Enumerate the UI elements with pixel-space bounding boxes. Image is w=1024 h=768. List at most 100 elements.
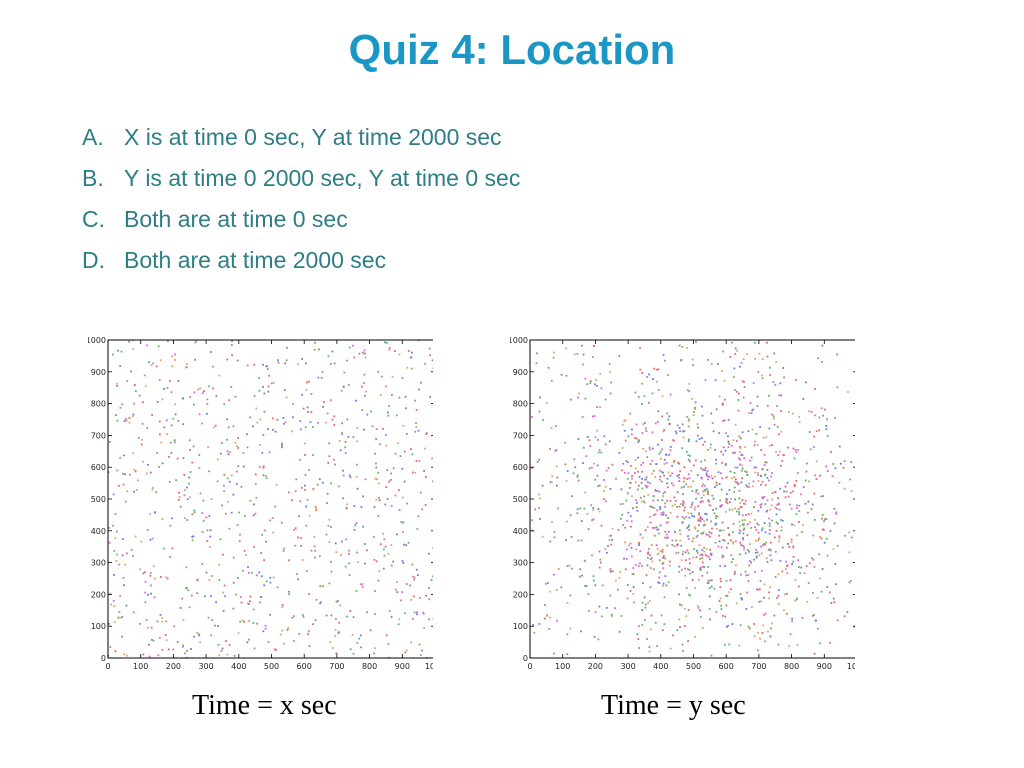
scatter-point	[832, 597, 835, 600]
option-text: X is at time 0 sec, Y at time 2000 sec	[124, 124, 502, 150]
scatter-point	[253, 364, 256, 366]
scatter-point	[629, 590, 632, 592]
scatter-point	[302, 615, 305, 618]
scatter-point	[757, 524, 760, 526]
scatter-point	[213, 426, 215, 429]
scatter-point	[544, 604, 546, 606]
scatter-point	[648, 401, 650, 404]
scatter-point	[181, 597, 184, 600]
scatter-point	[610, 534, 612, 537]
scatter-point	[118, 563, 121, 566]
scatter-point	[639, 550, 642, 553]
scatter-point	[423, 470, 425, 472]
scatter-point	[176, 641, 179, 643]
scatter-point	[591, 554, 593, 557]
scatter-point	[116, 382, 118, 385]
scatter-point	[659, 506, 661, 508]
scatter-point	[342, 474, 345, 477]
scatter-point	[171, 365, 174, 367]
scatter-point	[355, 399, 357, 402]
scatter-point	[416, 613, 418, 616]
scatter-point	[137, 479, 139, 482]
scatter-point	[818, 553, 821, 556]
scatter-point	[727, 625, 729, 627]
scatter-point	[306, 498, 309, 501]
scatter-point	[236, 524, 239, 526]
scatter-point	[691, 540, 694, 543]
scatter-point	[626, 477, 629, 480]
scatter-point	[821, 360, 823, 363]
scatter-point	[242, 452, 245, 455]
scatter-point	[720, 604, 722, 607]
scatter-plot-left: 0100200300400500600700800900100001002003…	[88, 332, 433, 672]
scatter-point	[361, 409, 364, 411]
scatter-point	[610, 613, 613, 616]
scatter-point	[825, 537, 828, 540]
scatter-point	[239, 620, 242, 623]
scatter-point	[681, 447, 684, 450]
scatter-point	[769, 549, 772, 552]
scatter-point	[717, 545, 720, 548]
scatter-point	[754, 341, 756, 344]
scatter-point	[169, 524, 172, 527]
scatter-point	[553, 536, 556, 539]
scatter-point	[743, 546, 745, 549]
scatter-point	[693, 508, 696, 511]
scatter-point	[734, 540, 737, 543]
scatter-point	[233, 655, 236, 657]
scatter-point	[635, 502, 638, 504]
scatter-point	[377, 370, 379, 373]
scatter-point	[124, 563, 126, 566]
scatter-point	[188, 482, 190, 485]
scatter-point	[705, 547, 708, 550]
scatter-point	[669, 449, 672, 452]
scatter-point	[319, 585, 322, 587]
scatter-point	[723, 419, 726, 422]
scatter-point	[420, 381, 422, 384]
scatter-point	[710, 520, 713, 523]
scatter-point	[833, 522, 836, 525]
scatter-point	[773, 417, 775, 420]
scatter-point	[402, 425, 405, 427]
scatter-point	[749, 521, 751, 524]
scatter-point	[676, 543, 679, 546]
scatter-point	[404, 651, 407, 654]
scatter-point	[206, 540, 209, 542]
scatter-point	[377, 471, 380, 474]
scatter-point	[592, 507, 595, 509]
scatter-point	[348, 549, 350, 552]
scatter-point	[694, 587, 696, 589]
scatter-point	[185, 366, 187, 369]
scatter-point	[643, 395, 646, 398]
scatter-point	[415, 568, 418, 571]
scatter-point	[382, 567, 385, 570]
scatter-point	[195, 340, 198, 343]
scatter-point	[762, 468, 764, 471]
scatter-point	[353, 356, 356, 359]
scatter-point	[693, 411, 695, 413]
scatter-point	[387, 411, 389, 414]
scatter-point	[727, 435, 729, 438]
scatter-point	[156, 452, 159, 454]
scatter-point	[128, 421, 131, 424]
scatter-point	[714, 475, 716, 478]
scatter-point	[720, 580, 722, 583]
scatter-point	[809, 448, 812, 451]
scatter-point	[711, 527, 713, 530]
scatter-point	[665, 462, 668, 464]
scatter-point	[651, 472, 654, 475]
scatter-point	[651, 459, 654, 462]
scatter-point	[276, 418, 279, 421]
scatter-point	[684, 567, 687, 570]
scatter-point	[832, 548, 835, 551]
x-tick-label: 300	[620, 662, 635, 671]
scatter-point	[577, 438, 580, 440]
scatter-point	[798, 510, 801, 512]
scatter-point	[648, 446, 651, 449]
scatter-point	[739, 530, 742, 533]
scatter-point	[645, 430, 648, 432]
scatter-point	[226, 358, 229, 361]
scatter-point	[741, 499, 744, 501]
scatter-point	[580, 539, 583, 542]
x-tick-label: 400	[231, 662, 246, 671]
